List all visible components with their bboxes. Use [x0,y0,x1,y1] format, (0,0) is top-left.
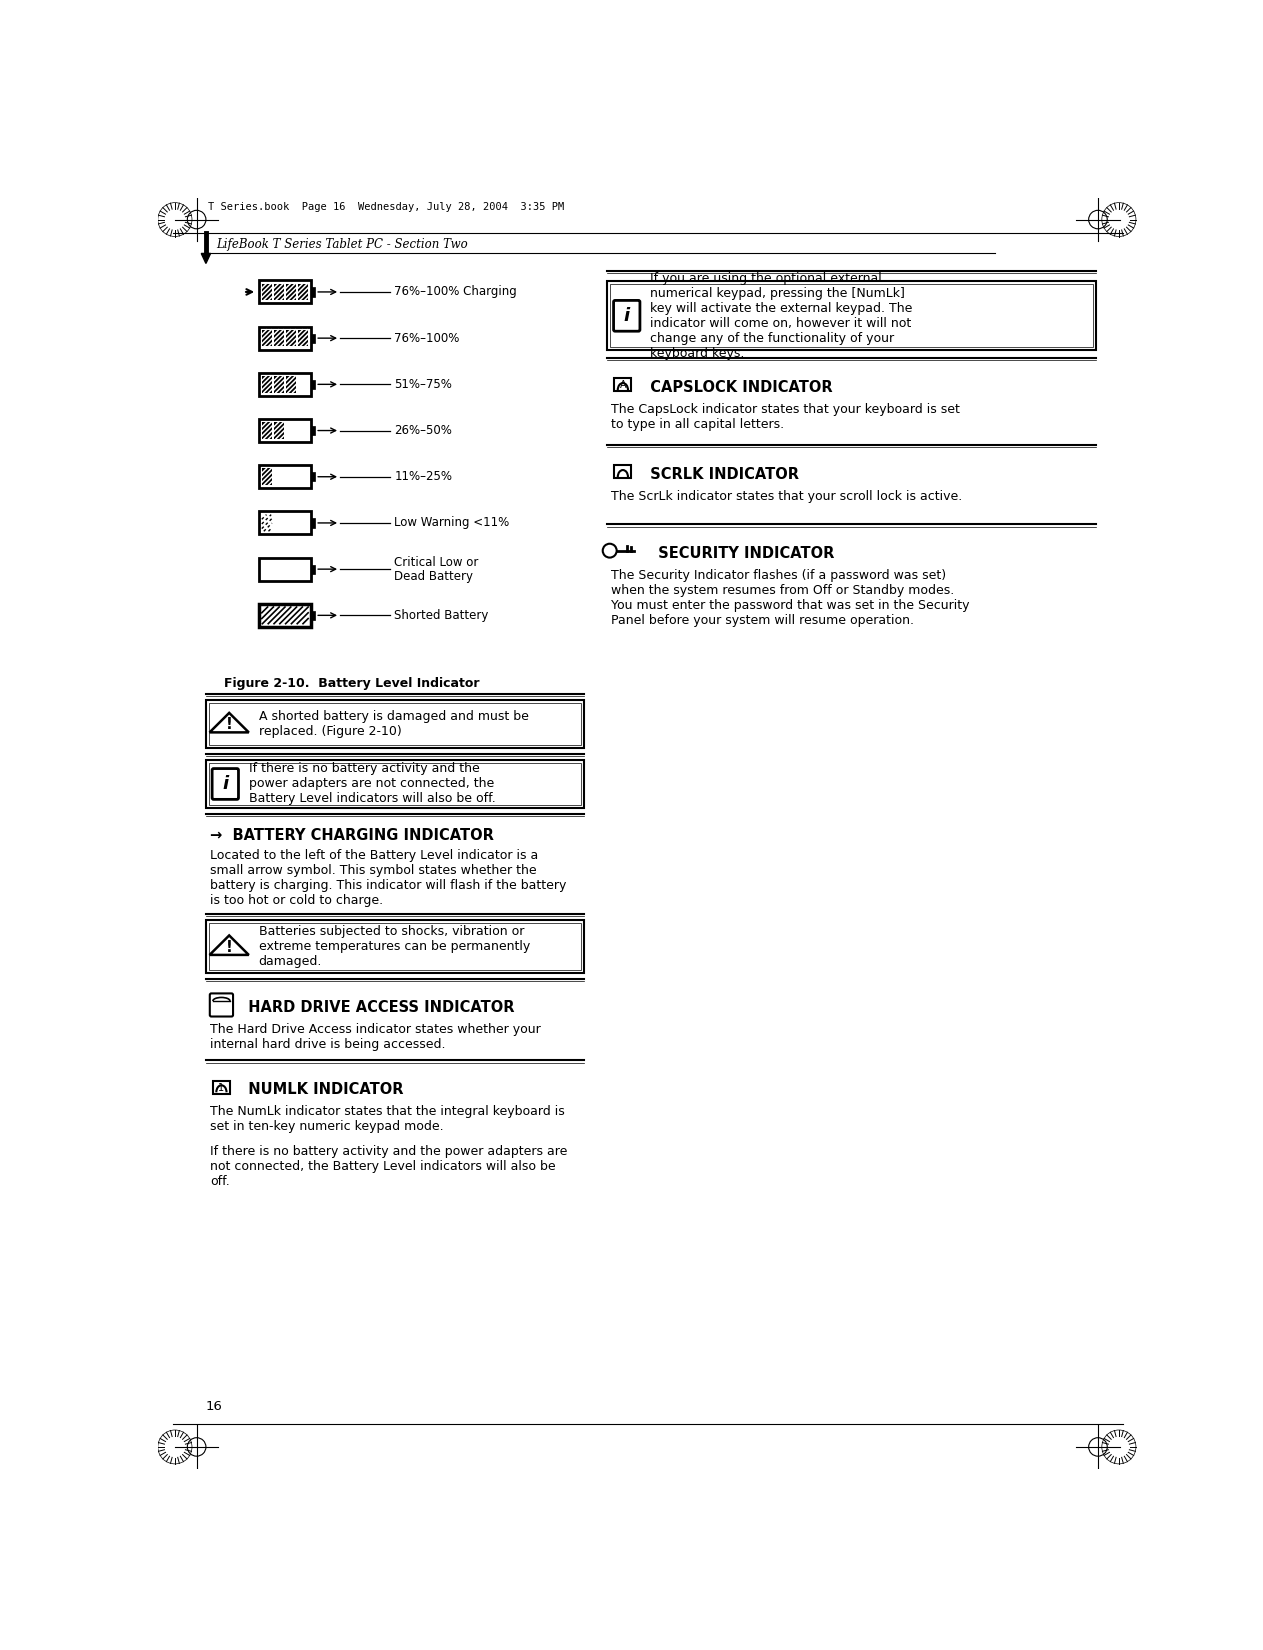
Text: Dead Battery: Dead Battery [394,571,474,584]
Text: NUMLK INDICATOR: NUMLK INDICATOR [239,1082,404,1097]
Text: 16: 16 [206,1401,222,1412]
Bar [208,703,581,744]
Bar [285,330,296,346]
Text: The NumLk indicator states that the integral keyboard is
set in ten-key numeric : The NumLk indicator states that the inte… [210,1106,565,1134]
Text: A shorted battery is damaged and must be
replaced. (Figure 2-10): A shorted battery is damaged and must be… [259,710,528,738]
Text: 26%–50%: 26%–50% [394,424,452,437]
Bar [610,284,1092,348]
Bar [259,465,311,488]
FancyBboxPatch shape [614,300,640,332]
Text: i: i [222,776,229,794]
Bar [259,604,311,627]
Text: A: A [620,381,626,391]
Bar [311,333,314,343]
Text: 1: 1 [218,1082,225,1092]
Bar [259,327,311,350]
Text: →  BATTERY CHARGING INDICATOR: → BATTERY CHARGING INDICATOR [210,828,494,843]
Bar [311,287,314,297]
Text: !: ! [226,718,232,733]
Text: 11%–25%: 11%–25% [394,470,452,483]
Text: The Hard Drive Access indicator states whether your
internal hard drive is being: The Hard Drive Access indicator states w… [210,1023,541,1051]
Text: If there is no battery activity and the
power adapters are not connected, the
Ba: If there is no battery activity and the … [249,762,495,805]
Bar [311,472,314,482]
Text: The CapsLock indicator states that your keyboard is set
to type in all capital l: The CapsLock indicator states that your … [611,403,960,431]
Bar [208,764,581,805]
Text: 76%–100% Charging: 76%–100% Charging [394,285,517,299]
Text: LifeBook T Series Tablet PC - Section Two: LifeBook T Series Tablet PC - Section Tw… [216,239,467,251]
Bar [298,284,308,300]
Bar [608,280,1095,350]
Bar [261,330,272,346]
Bar [206,921,584,972]
Text: SECURITY INDICATOR: SECURITY INDICATOR [648,546,834,561]
Text: Figure 2-10.  Battery Level Indicator: Figure 2-10. Battery Level Indicator [224,676,480,690]
Text: Critical Low or: Critical Low or [394,556,479,569]
Text: i: i [624,307,630,325]
Bar [311,380,314,389]
Bar [311,518,314,528]
Bar [259,373,311,396]
Text: !: ! [226,940,232,955]
Bar [213,1081,230,1094]
Bar [206,761,584,808]
Text: If you are using the optional external
numerical keypad, pressing the [NumLk]
ke: If you are using the optional external n… [650,272,912,360]
Text: Located to the left of the Battery Level indicator is a
small arrow symbol. This: Located to the left of the Battery Level… [210,850,566,908]
Text: The Security Indicator flashes (if a password was set)
when the system resumes f: The Security Indicator flashes (if a pas… [611,569,970,627]
Bar [208,924,581,970]
Text: If there is no battery activity and the power adapters are
not connected, the Ba: If there is no battery activity and the … [210,1145,567,1188]
Bar [614,378,632,391]
Text: Low Warning <11%: Low Warning <11% [394,516,509,530]
Bar [274,376,284,393]
Bar [311,426,314,436]
Bar [259,512,311,535]
Text: HARD DRIVE ACCESS INDICATOR: HARD DRIVE ACCESS INDICATOR [239,1000,515,1015]
Bar [261,422,272,439]
Polygon shape [210,936,249,955]
Polygon shape [201,254,211,264]
Text: The ScrLk indicator states that your scroll lock is active.: The ScrLk indicator states that your scr… [611,490,962,503]
Text: Batteries subjected to shocks, vibration or
extreme temperatures can be permanen: Batteries subjected to shocks, vibration… [259,926,530,969]
Bar [298,330,308,346]
Bar [259,419,311,442]
Text: CAPSLOCK INDICATOR: CAPSLOCK INDICATOR [640,380,832,394]
Bar [274,330,284,346]
Bar [274,422,284,439]
Text: SCRLK INDICATOR: SCRLK INDICATOR [640,467,799,482]
Text: 76%–100%: 76%–100% [394,332,460,345]
Bar [311,610,314,620]
Text: 51%–75%: 51%–75% [394,378,452,391]
Bar [285,284,296,300]
Bar [274,284,284,300]
Polygon shape [210,713,249,733]
Bar [206,700,584,747]
Bar [285,376,296,393]
Bar [261,376,272,393]
Bar [259,558,311,581]
Text: Shorted Battery: Shorted Battery [394,609,489,622]
FancyBboxPatch shape [212,769,239,799]
Bar [311,564,314,574]
Bar [261,469,272,485]
Bar [261,284,272,300]
Bar [614,465,632,478]
Text: T Series.book  Page 16  Wednesday, July 28, 2004  3:35 PM: T Series.book Page 16 Wednesday, July 28… [208,203,565,213]
Bar [259,280,311,304]
